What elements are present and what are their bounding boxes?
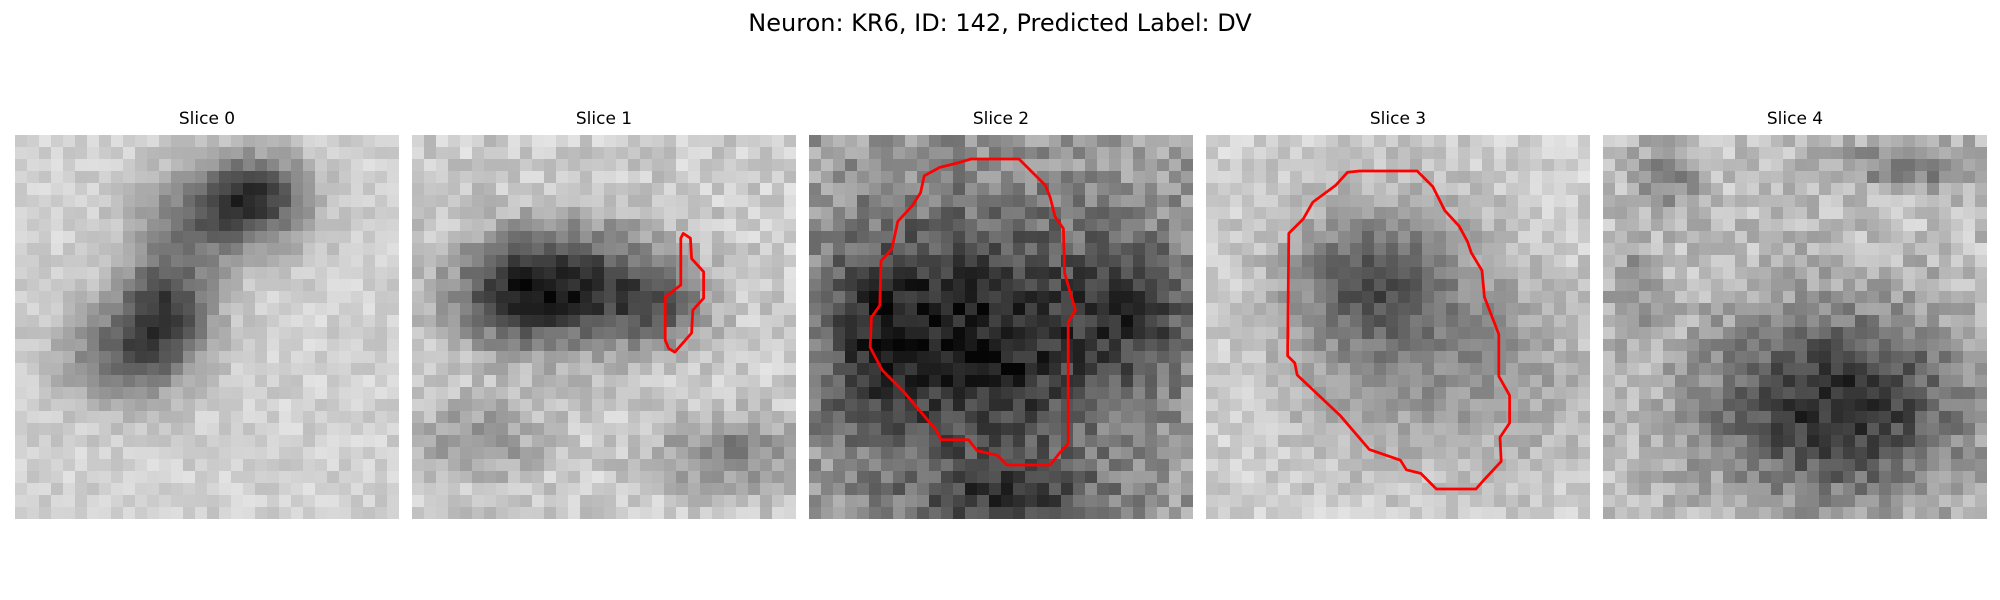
slice-image-0 [15, 135, 399, 519]
slice-image-4 [1603, 135, 1987, 519]
slice-title-3: Slice 3 [1369, 109, 1427, 129]
segmentation-contour-1 [663, 232, 705, 354]
figure-title: Neuron: KR6, ID: 142, Predicted Label: D… [748, 9, 1252, 37]
slice-title-0: Slice 0 [178, 109, 236, 129]
slice-title-2: Slice 2 [972, 109, 1030, 129]
segmentation-contour-3 [1286, 169, 1511, 491]
slice-title-4: Slice 4 [1766, 109, 1824, 129]
slice-image-1 [412, 135, 796, 519]
slice-image-3 [1206, 135, 1590, 519]
slice-title-1: Slice 1 [575, 109, 633, 129]
slice-image-2 [809, 135, 1193, 519]
segmentation-contour-2 [868, 157, 1077, 467]
